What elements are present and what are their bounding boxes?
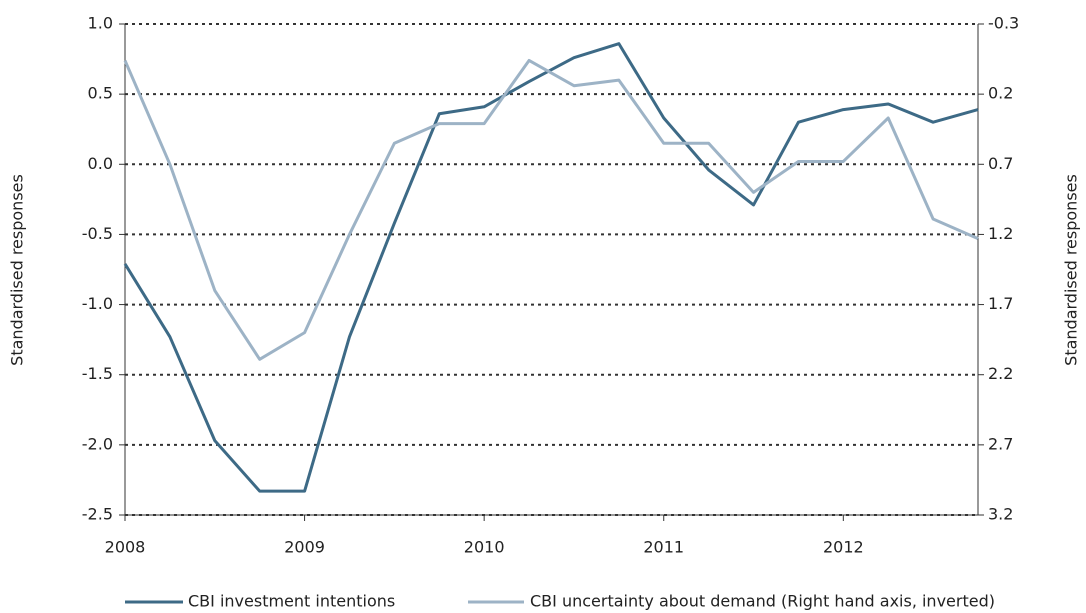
y2-tick-label: 0.7	[988, 154, 1013, 173]
legend-label: CBI uncertainty about demand (Right hand…	[530, 592, 995, 611]
y2-tick-label: -0.3	[988, 14, 1019, 33]
y-tick-label: 0.0	[88, 154, 113, 173]
y-tick-label: -1.0	[82, 294, 113, 313]
y2-tick-label: 2.2	[988, 364, 1013, 383]
y2-axis-label: Standardised responses	[1062, 174, 1081, 366]
y2-tick-label: 0.2	[988, 84, 1013, 103]
y2-tick-label: 2.7	[988, 434, 1013, 453]
legend-label: CBI investment intentions	[188, 592, 395, 611]
x-tick-label: 2008	[105, 538, 146, 557]
x-tick-label: 2011	[643, 538, 684, 557]
y-tick-label: -2.0	[82, 434, 113, 453]
series-line	[123, 58, 979, 361]
y2-tick-label: 1.2	[988, 224, 1013, 243]
y2-tick-label: 1.7	[988, 294, 1013, 313]
y-tick-label: -1.5	[82, 364, 113, 383]
x-tick-label: 2010	[464, 538, 505, 557]
series-line	[123, 42, 979, 493]
y-tick-label: 0.5	[88, 84, 113, 103]
y-tick-label: -2.5	[82, 505, 113, 524]
y-tick-label: 1.0	[88, 14, 113, 33]
x-tick-label: 2012	[823, 538, 864, 557]
x-tick-label: 2009	[284, 538, 325, 557]
y2-tick-label: 3.2	[988, 505, 1013, 524]
y-axis-label: Standardised responses	[8, 174, 27, 366]
y-tick-label: -0.5	[82, 224, 113, 243]
